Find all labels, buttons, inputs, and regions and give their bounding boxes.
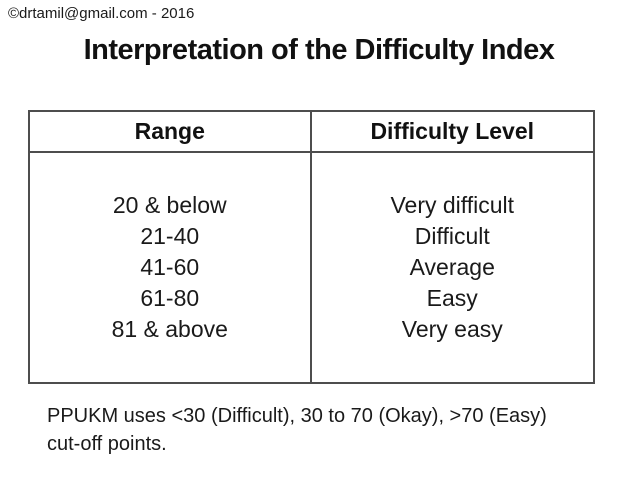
range-value: 41-60 xyxy=(140,254,200,280)
table-header-range: Range xyxy=(30,112,312,153)
difficulty-index-table: Range Difficulty Level 20 & below 21-40 … xyxy=(28,110,595,384)
range-value: 21-40 xyxy=(140,223,200,249)
difficulty-level-value: Difficult xyxy=(414,223,490,249)
range-value: 20 & below xyxy=(112,192,227,218)
difficulty-level-value: Average xyxy=(409,254,495,280)
table-header-difficulty-level: Difficulty Level xyxy=(311,112,593,153)
difficulty-level-value: Easy xyxy=(426,285,478,311)
difficulty-level-column-values: Very difficult Difficult Average Easy Ve… xyxy=(312,153,594,382)
footnote-line-2: cut-off points. xyxy=(47,433,167,455)
range-column-values: 20 & below 21-40 41-60 61-80 81 & above xyxy=(30,153,312,382)
footnote-line-1: PPUKM uses <30 (Difficult), 30 to 70 (Ok… xyxy=(47,405,547,427)
footnote: PPUKM uses <30 (Difficult), 30 to 70 (Ok… xyxy=(47,402,547,458)
slide-title: Interpretation of the Difficulty Index xyxy=(83,34,555,66)
copyright-text: ©drtamil@gmail.com - 2016 xyxy=(8,5,195,22)
difficulty-level-value: Very easy xyxy=(401,316,503,342)
range-value: 81 & above xyxy=(111,316,228,342)
range-value: 61-80 xyxy=(140,285,200,311)
difficulty-level-value: Very difficult xyxy=(390,192,515,218)
